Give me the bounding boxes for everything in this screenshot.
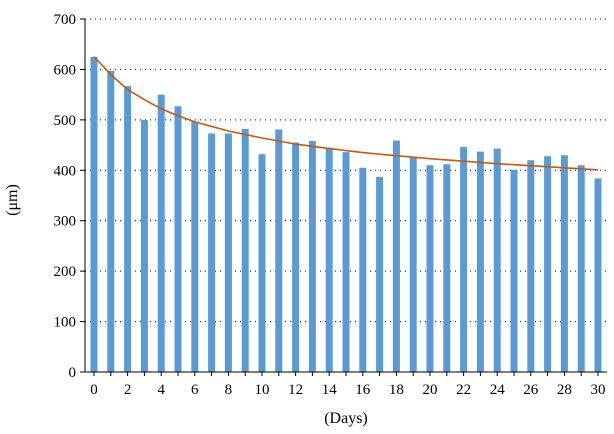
y-tick-label-300: 300 (54, 214, 77, 230)
x-tick-label-24: 24 (490, 382, 506, 398)
y-tick-label-600: 600 (54, 62, 77, 78)
bar-day-16 (359, 167, 367, 372)
x-tick-label-4: 4 (157, 382, 165, 398)
bar-day-22 (460, 147, 468, 372)
bar-day-7 (208, 133, 216, 372)
x-axis-title: (Days) (324, 410, 368, 427)
x-tick-label-22: 22 (456, 382, 471, 398)
bar-day-10 (258, 154, 266, 372)
y-tick-labels: 0 100 200 300 400 500 600 700 (54, 12, 77, 381)
bar-day-14 (325, 147, 333, 372)
trendline-layer (93, 56, 599, 171)
y-tick-label-700: 700 (54, 12, 77, 28)
bar-day-23 (476, 151, 484, 372)
y-tick-label-100: 100 (54, 315, 77, 331)
y-tick-label-400: 400 (54, 163, 77, 179)
bar-series (90, 56, 602, 373)
x-tick-label-14: 14 (322, 382, 338, 398)
y-axis-title: (μm) (4, 184, 21, 216)
x-tick-label-26: 26 (523, 382, 539, 398)
bar-day-18 (392, 140, 400, 372)
x-tick-label-30: 30 (591, 382, 606, 398)
bar-day-19 (409, 157, 417, 372)
x-tick-label-18: 18 (389, 382, 404, 398)
axes (80, 18, 607, 376)
bar-day-26 (527, 160, 535, 372)
x-tick-label-8: 8 (225, 382, 233, 398)
bar-day-8 (224, 133, 232, 372)
bar-day-27 (544, 156, 552, 372)
x-tick-label-16: 16 (355, 382, 371, 398)
bar-day-30 (594, 178, 602, 372)
bar-day-9 (241, 128, 249, 372)
y-tick-label-0: 0 (69, 365, 77, 381)
bar-day-4 (157, 94, 165, 373)
bar-day-28 (560, 155, 568, 372)
bar-day-17 (376, 176, 384, 372)
bar-day-21 (443, 164, 451, 372)
x-tick-label-12: 12 (288, 382, 303, 398)
bar-day-24 (493, 148, 501, 372)
bar-day-20 (426, 165, 434, 372)
bar-day-6 (191, 121, 199, 373)
x-tick-label-10: 10 (255, 382, 270, 398)
bar-day-2 (124, 86, 132, 372)
bar-day-15 (342, 152, 350, 372)
trendline (93, 56, 599, 171)
bar-day-1 (107, 70, 115, 372)
x-tick-label-28: 28 (557, 382, 572, 398)
bar-day-11 (275, 129, 283, 372)
bar-day-29 (577, 165, 585, 372)
y-tick-label-200: 200 (54, 264, 77, 280)
bar-day-5 (174, 106, 182, 373)
x-tick-labels: 0 2 4 6 8 10 12 14 16 18 20 22 24 26 28 30 (90, 382, 605, 398)
bar-day-3 (140, 119, 148, 372)
y-tick-label-500: 500 (54, 113, 77, 129)
x-tick-label-20: 20 (423, 382, 438, 398)
bar-day-13 (308, 141, 316, 372)
x-tick-label-0: 0 (90, 382, 98, 398)
bar-day-12 (292, 142, 300, 372)
x-tick-label-2: 2 (124, 382, 132, 398)
bar-day-0 (90, 56, 98, 372)
bar-day-25 (510, 169, 518, 372)
x-tick-label-6: 6 (191, 382, 199, 398)
